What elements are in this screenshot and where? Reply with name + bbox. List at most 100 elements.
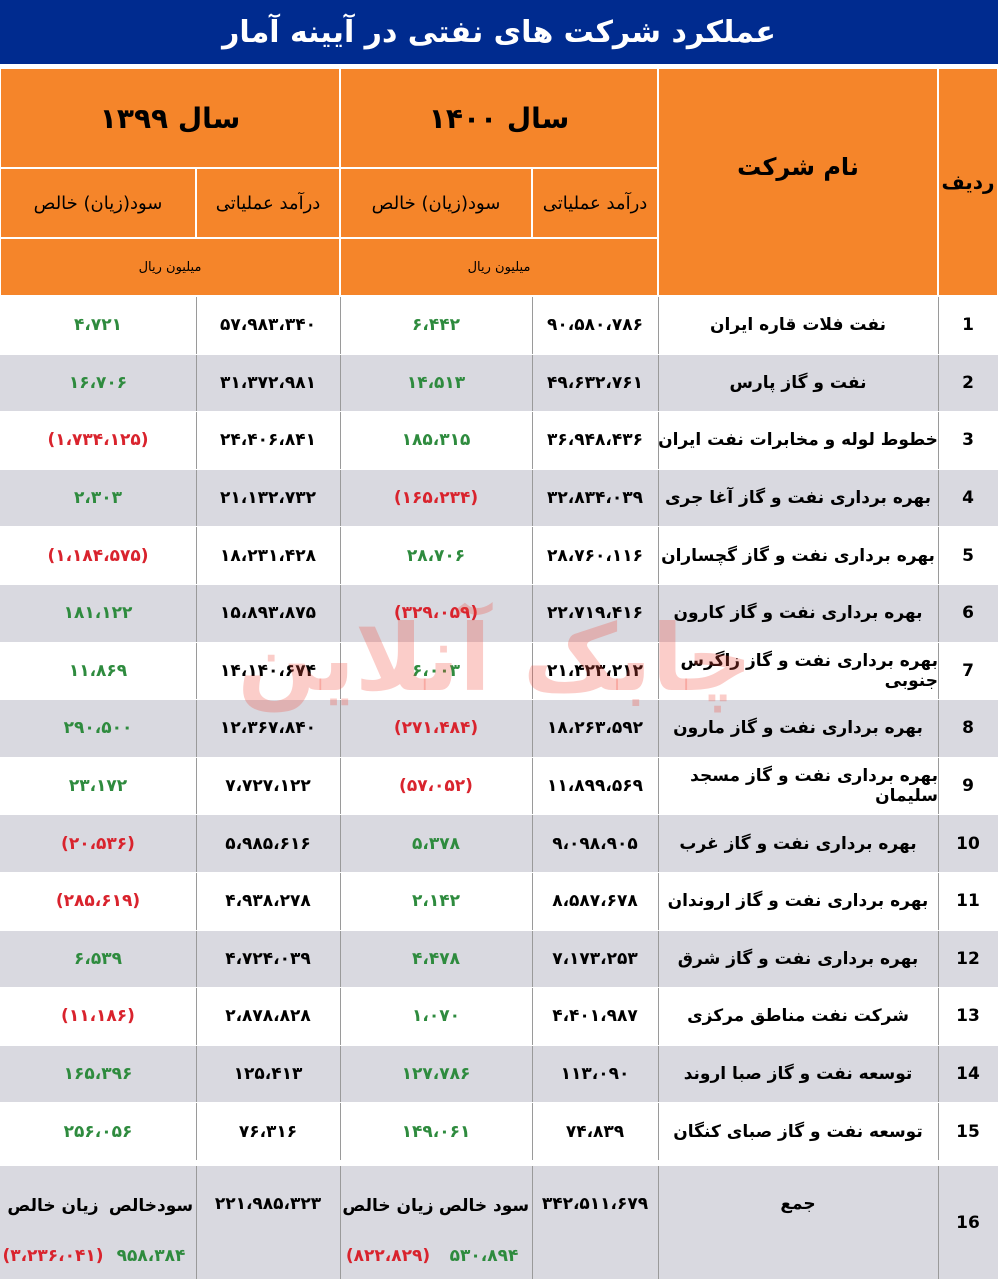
net-profit-1400: ۶،۴۴۲ <box>412 315 460 336</box>
company-name: توسعه نفت و گاز صبای کنگان <box>673 1121 923 1142</box>
revenue-1399: ۷۶،۳۱۶ <box>238 1121 298 1142</box>
net-profit-1399: (۲۸۵،۶۱۹) <box>55 891 141 912</box>
company-name: نفت فلات قاره ایران <box>710 315 886 336</box>
company-name: بهره برداری نفت و گاز کارون <box>673 603 923 624</box>
net-profit-1399: (۱۱،۱۸۶) <box>61 1006 135 1027</box>
revenue-1400: ۳۲،۸۳۴،۰۳۹ <box>547 488 643 509</box>
company-name: بهره برداری نفت و گاز مسجد سلیمان <box>690 766 938 807</box>
net-profit-1400: ۱۴،۵۱۳ <box>406 372 466 393</box>
total-loss-1400-label: زیان خالص <box>342 1196 434 1216</box>
net-profit-1399: ۱۶،۷۰۶ <box>68 372 128 393</box>
revenue-1400-header: درآمد عملیاتی <box>532 168 658 238</box>
table-row: 10 بهره برداری نفت و گاز غرب ۹،۰۹۸،۹۰۵ ۵،۳۷… <box>0 815 998 873</box>
table-row: 14 توسعه نفت و گاز صبا اروند ۱۱۳،۰۹۰ ۱۲۷،۷۸… <box>0 1045 998 1104</box>
total-loss-1399: (۳،۲۳۶،۰۴۱) <box>2 1246 104 1266</box>
table-row: 5 بهره برداری نفت و گاز گچساران ۲۸،۷۶۰،۱۱۶… <box>0 527 998 585</box>
row-number-header: ردیف <box>938 68 998 296</box>
row-number: 15 <box>956 1121 980 1142</box>
total-row: 16 جمع ۳۴۲،۵۱۱،۶۷۹ ۲۲۱،۹۸۵،۳۲۳ سود خالص … <box>0 1166 998 1280</box>
net-profit-1399: (۱،۷۳۴،۱۲۵) <box>47 430 149 451</box>
company-name: بهره برداری نفت و گاز غرب <box>679 833 917 854</box>
year-1400-header: سال ۱۴۰۰ <box>340 68 658 168</box>
row-number: 10 <box>956 833 980 854</box>
company-name: خطوط لوله و مخابرات نفت ایران <box>658 430 938 451</box>
revenue-1399: ۴،۷۲۴،۰۳۹ <box>225 948 311 969</box>
table-row: 2 نفت و گاز پارس ۴۹،۶۳۲،۷۶۱ ۱۴،۵۱۳ ۳۱،۳۷۲،۹۸… <box>0 354 998 413</box>
net-profit-1399: ۲۹۰،۵۰۰ <box>63 718 133 739</box>
total-revenue-1400: ۳۴۲،۵۱۱،۶۷۹ <box>541 1194 649 1214</box>
total-revenue-1399: ۲۲۱،۹۸۵،۳۲۳ <box>214 1194 322 1214</box>
row-number: 1 <box>962 315 974 336</box>
row-number: 2 <box>962 372 974 393</box>
company-name: بهره برداری نفت و گاز مارون <box>673 718 923 739</box>
net-profit-1399: ۲۵۶،۰۵۶ <box>63 1121 133 1142</box>
revenue-1399: ۵۷،۹۸۳،۳۴۰ <box>220 315 316 336</box>
net-profit-1400: (۱۶۵،۲۳۴) <box>393 488 479 509</box>
net-profit-1400: ۴،۴۷۸ <box>412 948 460 969</box>
revenue-1400: ۱۸،۲۶۳،۵۹۲ <box>547 718 643 739</box>
revenue-1400: ۹۰،۵۸۰،۷۸۶ <box>547 315 643 336</box>
net-profit-1399: ۲۳،۱۷۲ <box>68 776 128 797</box>
total-profit-1399-label: سودخالص <box>108 1196 194 1216</box>
revenue-1399: ۱۲۵،۴۱۳ <box>233 1064 303 1085</box>
revenue-1400: ۳۶،۹۴۸،۴۳۶ <box>547 430 643 451</box>
company-name: بهره برداری نفت و گاز اروندان <box>667 891 929 912</box>
company-name: بهره برداری نفت و گاز آغا جری <box>664 488 932 509</box>
company-name: شرکت نفت مناطق مرکزی <box>687 1006 909 1027</box>
row-number: 5 <box>962 545 974 566</box>
row-number: 13 <box>956 1006 980 1027</box>
net-profit-1400: ۱۴۹،۰۶۱ <box>401 1121 471 1142</box>
page-title: عملکرد شرکت های نفتی در آیینه آمار <box>0 0 998 66</box>
row-number: 3 <box>962 430 974 451</box>
company-name: توسعه نفت و گاز صبا اروند <box>683 1064 913 1085</box>
net-profit-1399: (۱،۱۸۴،۵۷۵) <box>47 545 149 566</box>
revenue-1400: ۲۲،۷۱۹،۴۱۶ <box>547 603 643 624</box>
net-profit-1400: ۱۸۵،۳۱۵ <box>401 430 471 451</box>
table-row: 9 بهره برداری نفت و گاز مسجد سلیمان ۱۱،۸۹۹… <box>0 757 998 816</box>
total-label: جمع <box>780 1194 816 1214</box>
row-number: 6 <box>962 603 974 624</box>
net-profit-1400: ۶،۰۰۳ <box>412 660 460 681</box>
revenue-1400: ۱۱۳،۰۹۰ <box>560 1064 630 1085</box>
table-row: 1 نفت فلات قاره ایران ۹۰،۵۸۰،۷۸۶ ۶،۴۴۲ ۵۷،۹۸… <box>0 297 998 355</box>
revenue-1399: ۲،۸۷۸،۸۲۸ <box>225 1006 311 1027</box>
net-profit-1399: ۱۸۱،۱۲۲ <box>63 603 133 624</box>
table-row: 6 بهره برداری نفت و گاز کارون ۲۲،۷۱۹،۴۱۶ (۳… <box>0 585 998 643</box>
net-profit-1400: (۲۷۱،۴۸۴) <box>393 718 479 739</box>
company-name-header: نام شرکت <box>658 68 938 296</box>
revenue-1399: ۵،۹۸۵،۶۱۶ <box>225 833 311 854</box>
table-row: 4 بهره برداری نفت و گاز آغا جری ۳۲،۸۳۴،۰۳۹… <box>0 469 998 528</box>
total-profit-1400: ۵۳۰،۸۹۴ <box>449 1246 519 1266</box>
revenue-1400: ۹،۰۹۸،۹۰۵ <box>552 833 638 854</box>
profit-1399-header: سود(زیان) خالص <box>0 168 196 238</box>
net-profit-1400: ۱،۰۷۰ <box>412 1006 460 1027</box>
table-row: 11 بهره برداری نفت و گاز اروندان ۸،۵۸۷،۶۷۸… <box>0 873 998 931</box>
table-row: 8 بهره برداری نفت و گاز مارون ۱۸،۲۶۳،۵۹۲ (۲… <box>0 700 998 758</box>
row-number: 9 <box>962 776 974 797</box>
revenue-1399: ۱۲،۳۶۷،۸۴۰ <box>220 718 316 739</box>
revenue-1399: ۳۱،۳۷۲،۹۸۱ <box>220 372 316 393</box>
row-number: 11 <box>956 891 980 912</box>
revenue-1399: ۲۴،۴۰۶،۸۴۱ <box>220 430 316 451</box>
total-loss-1399-label: زیان خالص <box>7 1196 99 1216</box>
net-profit-1400: ۲،۱۴۲ <box>412 891 460 912</box>
net-profit-1399: ۶،۵۳۹ <box>74 948 122 969</box>
table-row: 12 بهره برداری نفت و گاز شرق ۷،۱۷۳،۲۵۳ ۴،۴۷… <box>0 930 998 989</box>
revenue-1400: ۲۱،۴۲۳،۲۱۲ <box>547 660 643 681</box>
unit-1400-label: میلیون ریال <box>340 238 658 296</box>
company-name: نفت و گاز پارس <box>729 372 867 393</box>
net-profit-1400: (۵۷،۰۵۲) <box>399 776 473 797</box>
revenue-1399: ۲۱،۱۳۲،۷۳۲ <box>220 488 316 509</box>
revenue-1399: ۱۸،۲۳۱،۴۲۸ <box>220 545 316 566</box>
row-number: 7 <box>962 660 974 681</box>
total-profit-1400-label: سود خالص <box>438 1196 530 1216</box>
revenue-1400: ۸،۵۸۷،۶۷۸ <box>552 891 638 912</box>
net-profit-1400: ۱۲۷،۷۸۶ <box>401 1064 471 1085</box>
net-profit-1399: ۴،۷۲۱ <box>74 315 122 336</box>
net-profit-1400: (۳۲۹،۰۵۹) <box>393 603 479 624</box>
net-profit-1399: (۲۰،۵۳۶) <box>61 833 135 854</box>
company-name: بهره برداری نفت و گاز شرق <box>677 948 919 969</box>
company-name: بهره برداری نفت و گاز گچساران <box>661 545 935 566</box>
revenue-1400: ۱۱،۸۹۹،۵۶۹ <box>547 776 643 797</box>
year-1399-header: سال ۱۳۹۹ <box>0 68 340 168</box>
